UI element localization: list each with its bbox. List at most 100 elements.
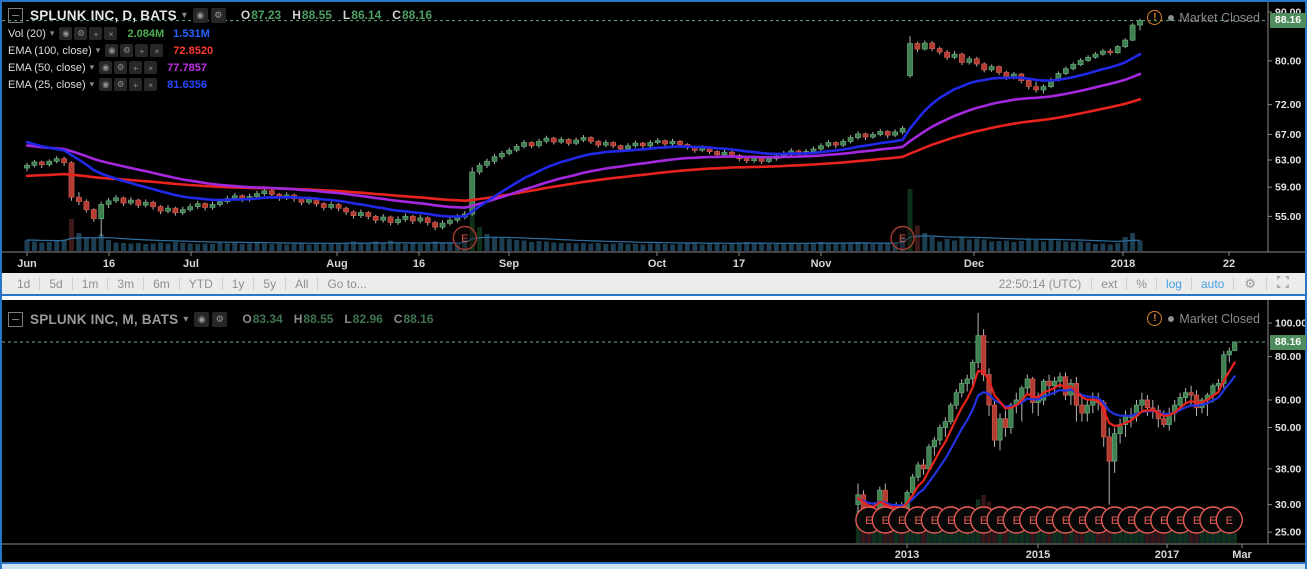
panel-divider <box>2 296 1305 300</box>
svg-text:2013: 2013 <box>895 549 919 561</box>
svg-text:Nov: Nov <box>811 258 833 270</box>
monthly-symbol-title[interactable]: SPLUNK INC, M, BATS <box>30 311 179 327</box>
add-icon[interactable]: + <box>129 78 143 91</box>
gear-icon[interactable]: ⚙ <box>120 44 134 57</box>
indicator-row: Vol (20) ▾ ◉ ⚙ + × 2.084M 1.531M <box>8 25 443 42</box>
indicator-values: 72.8520 <box>173 45 222 57</box>
svg-text:55.00: 55.00 <box>1275 211 1301 223</box>
range-button-6m[interactable]: 6m <box>144 277 179 291</box>
svg-text:E: E <box>1095 515 1102 527</box>
indicator-label[interactable]: Vol (20) <box>8 27 46 40</box>
divider <box>285 277 287 290</box>
close-icon[interactable]: × <box>104 27 118 40</box>
indicator-value: 81.6356 <box>167 78 207 91</box>
svg-text:Jul: Jul <box>183 258 199 270</box>
svg-text:E: E <box>1209 515 1216 527</box>
warning-icon: ! <box>1147 311 1163 326</box>
indicator-values: 77.7857 <box>167 62 216 74</box>
svg-text:E: E <box>1193 515 1200 527</box>
panel-collapse-icon[interactable] <box>8 311 23 327</box>
indicator-value: 72.8520 <box>173 44 214 57</box>
percent-scale-button[interactable]: % <box>1127 277 1156 291</box>
extended-hours-button[interactable]: ext <box>1092 277 1126 291</box>
daily-chart-canvas[interactable]: EE90.0080.0072.0067.0063.0059.0055.00Jun… <box>2 2 1305 273</box>
svg-text:E: E <box>980 515 987 527</box>
auto-scale-button[interactable]: auto <box>1192 277 1233 291</box>
svg-text:16: 16 <box>103 258 115 270</box>
svg-text:E: E <box>1029 515 1036 527</box>
svg-text:Oct: Oct <box>648 258 667 270</box>
svg-text:E: E <box>914 515 921 527</box>
monthly-chart-canvas[interactable]: E E E E E E E E E E E E E E E E E E E E E E E100.0080.0060.005… <box>2 300 1305 562</box>
market-status: ! Market Closed <box>1147 311 1260 326</box>
daily-legend: SPLUNK INC, D, BATS ▾ ◉ ⚙ O87.23 H88.55 … <box>8 5 443 93</box>
close-icon[interactable]: × <box>144 61 158 74</box>
divider <box>221 277 223 290</box>
last-price-badge: 88.16 <box>1270 335 1306 350</box>
svg-text:60.00: 60.00 <box>1275 395 1301 407</box>
close-icon[interactable]: × <box>150 44 164 57</box>
chevron-down-icon[interactable]: ▾ <box>49 28 55 38</box>
svg-text:80.00: 80.00 <box>1275 55 1301 67</box>
divider <box>1266 277 1267 290</box>
indicator-label[interactable]: EMA (100, close) <box>8 44 92 57</box>
chevron-down-icon[interactable]: ▾ <box>89 79 95 89</box>
gear-icon[interactable]: ⚙ <box>210 7 226 23</box>
eye-icon[interactable]: ◉ <box>99 61 113 74</box>
range-button-3m[interactable]: 3m <box>108 277 143 291</box>
fullscreen-icon[interactable] <box>1267 276 1299 291</box>
daily-ohlc-readout: O87.23 H88.55 L86.14 C88.16 <box>240 8 432 22</box>
clock[interactable]: 22:50:14 (UTC) <box>998 276 1082 291</box>
market-status-label: Market Closed <box>1179 311 1260 326</box>
svg-text:22: 22 <box>1223 258 1235 270</box>
goto-button[interactable]: Go to... <box>318 277 375 291</box>
eye-icon[interactable]: ◉ <box>59 27 73 40</box>
eye-icon[interactable]: ◉ <box>99 78 113 91</box>
indicator-value: 1.531M <box>173 27 210 40</box>
add-icon[interactable]: + <box>89 27 103 40</box>
add-icon[interactable]: + <box>135 44 149 57</box>
range-button-group: 1d 5d 1m 3m 6m YTD 1y 5y All <box>8 277 319 291</box>
range-button-1y[interactable]: 1y <box>223 277 254 291</box>
eye-icon[interactable]: ◉ <box>192 7 208 23</box>
svg-text:E: E <box>1176 515 1183 527</box>
indicator-label[interactable]: EMA (25, close) <box>8 78 86 91</box>
indicator-label[interactable]: EMA (50, close) <box>8 61 86 74</box>
eye-icon[interactable]: ◉ <box>194 311 210 327</box>
range-button-1m[interactable]: 1m <box>73 277 108 291</box>
svg-text:2015: 2015 <box>1026 549 1050 561</box>
add-icon[interactable]: + <box>129 61 143 74</box>
chevron-down-icon[interactable]: ▾ <box>89 62 95 72</box>
indicator-value: 2.084M <box>127 27 165 40</box>
range-button-5d[interactable]: 5d <box>40 277 71 291</box>
chevron-down-icon[interactable]: ▾ <box>183 313 189 325</box>
chart-toolbar: 1d 5d 1m 3m 6m YTD 1y 5y All Go to... 22:50:14 (… <box>2 273 1305 296</box>
svg-text:16: 16 <box>413 258 425 270</box>
svg-text:72.00: 72.00 <box>1275 99 1301 111</box>
close-icon[interactable]: × <box>144 78 158 91</box>
range-button-5y[interactable]: 5y <box>254 277 285 291</box>
svg-text:E: E <box>1062 515 1069 527</box>
divider <box>178 277 180 290</box>
divider <box>1190 277 1192 290</box>
divider <box>1233 277 1235 290</box>
log-scale-button[interactable]: log <box>1157 277 1191 291</box>
chevron-down-icon[interactable]: ▾ <box>95 45 101 55</box>
range-button-ytd[interactable]: YTD <box>180 277 222 291</box>
panel-collapse-icon[interactable] <box>8 7 23 23</box>
range-button-1d[interactable]: 1d <box>8 277 39 291</box>
eye-icon[interactable]: ◉ <box>105 44 119 57</box>
monthly-chart-panel: E E E E E E E E E E E E E E E E E E E E E E E 100.00 80.00 60.00 5… <box>2 300 1305 564</box>
chevron-down-icon[interactable]: ▾ <box>181 9 187 21</box>
range-button-all[interactable]: All <box>286 277 317 291</box>
svg-text:67.00: 67.00 <box>1275 129 1301 141</box>
gear-icon[interactable]: ⚙ <box>114 61 128 74</box>
gear-icon[interactable]: ⚙ <box>74 27 88 40</box>
svg-text:17: 17 <box>733 258 745 270</box>
svg-text:E: E <box>865 515 872 527</box>
svg-text:E: E <box>1111 515 1118 527</box>
settings-gear-icon[interactable]: ⚙ <box>1234 276 1266 292</box>
gear-icon[interactable]: ⚙ <box>114 78 128 91</box>
daily-symbol-title[interactable]: SPLUNK INC, D, BATS <box>30 7 177 23</box>
gear-icon[interactable]: ⚙ <box>212 311 228 327</box>
